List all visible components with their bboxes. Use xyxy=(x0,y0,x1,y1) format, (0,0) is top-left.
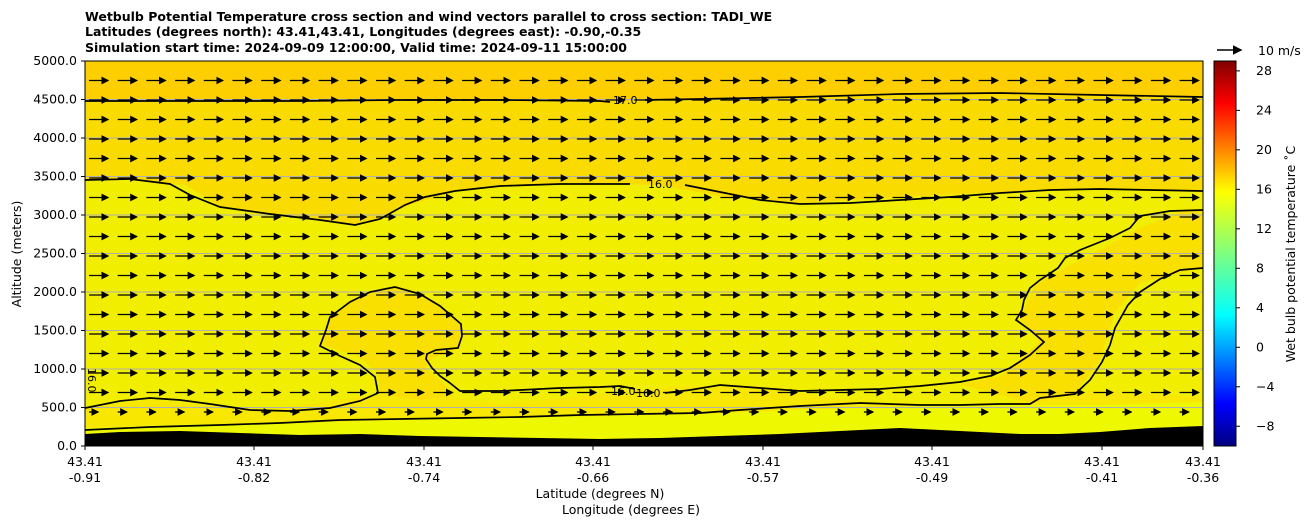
x-tick-label-lon: -0.49 xyxy=(916,470,948,485)
y-tick-label: 4500.0 xyxy=(33,92,77,107)
y-tick-label: 1000.0 xyxy=(33,361,77,376)
wind-vectors xyxy=(89,76,1200,416)
contour-16-blob-left xyxy=(85,286,636,412)
contour-17-top xyxy=(85,92,1203,103)
y-tick-label: 4000.0 xyxy=(33,130,77,145)
colorbar-tick-label: 0 xyxy=(1256,339,1264,354)
x-tick-label-lat: 43.41 xyxy=(236,454,272,469)
colorbar-tick-label: −8 xyxy=(1256,418,1274,433)
chart-title-line-2: Latitudes (degrees north): 43.41,43.41, … xyxy=(85,24,641,39)
x-tick-label-lat: 43.41 xyxy=(575,454,611,469)
x-axis-label-lat: Latitude (degrees N) xyxy=(536,486,665,501)
terrain xyxy=(85,426,1203,446)
colorbar-ticks: −8 −4 0 4 8 12 16 20 24 28 xyxy=(1236,63,1274,433)
y-tick-label: 2500.0 xyxy=(33,246,77,261)
x-axis: 43.41-0.9143.41-0.8243.41-0.7443.41-0.66… xyxy=(67,446,1221,485)
y-tick-label: 2000.0 xyxy=(33,284,77,299)
colorbar-tick-label: 28 xyxy=(1256,63,1272,78)
x-tick-label-lat: 43.41 xyxy=(1084,454,1120,469)
y-tick-label: 5000.0 xyxy=(33,53,77,68)
contour-16-right xyxy=(664,209,1203,394)
contour-label-16-d: 16.0 xyxy=(85,368,98,393)
x-tick-label-lon: -0.91 xyxy=(69,470,101,485)
x-tick-label-lon: -0.41 xyxy=(1086,470,1118,485)
colorbar-tick-label: −4 xyxy=(1256,379,1274,394)
x-tick-label-lon: -0.66 xyxy=(577,470,609,485)
x-tick-label-lat: 43.41 xyxy=(406,454,442,469)
wind-key-label: 10 m/s xyxy=(1258,43,1301,58)
colorbar-tick-label: 16 xyxy=(1256,181,1272,196)
colorbar-label: Wet bulb potential temperature ˚C xyxy=(1283,145,1298,362)
x-tick-label-lon: -0.74 xyxy=(408,470,440,485)
x-tick-label-lat: 43.41 xyxy=(1185,454,1221,469)
contour-lines xyxy=(85,92,1203,431)
contour-label-16-a: 16.0 xyxy=(648,178,673,191)
x-tick-label-lon: -0.57 xyxy=(747,470,779,485)
y-tick-label: 0.0 xyxy=(57,438,77,453)
y-tick-label: 500.0 xyxy=(41,400,77,415)
colorbar-tick-label: 24 xyxy=(1256,102,1272,117)
colorbar-tick-label: 4 xyxy=(1256,300,1264,315)
y-axis-label: Altitude (meters) xyxy=(9,201,24,308)
y-tick-label: 3500.0 xyxy=(33,169,77,184)
x-tick-label-lat: 43.41 xyxy=(745,454,781,469)
y-tick-label: 1500.0 xyxy=(33,323,77,338)
central-warm-blob xyxy=(322,287,462,400)
y-tick-label: 3000.0 xyxy=(33,207,77,222)
y-axis: 0.0 500.0 1000.0 1500.0 2000.0 2500.0 3000.0 35… xyxy=(33,53,85,453)
x-tick-label-lat: 43.41 xyxy=(914,454,950,469)
x-tick-label-lon: -0.36 xyxy=(1187,470,1219,485)
contour-label-16-c: 16.0 xyxy=(636,387,661,400)
chart-title-line-3: Simulation start time: 2024-09-09 12:00:… xyxy=(85,40,627,55)
colorbar-tick-label: 20 xyxy=(1256,142,1272,157)
contour-label-16-b: 16.0 xyxy=(611,385,636,398)
contour-16-right-inner xyxy=(85,267,1203,431)
x-tick-label-lat: 43.41 xyxy=(67,454,103,469)
grid-lines xyxy=(85,61,1203,446)
colorbar-tick-label: 12 xyxy=(1256,221,1272,236)
x-tick-label-lon: -0.82 xyxy=(238,470,270,485)
chart-title-line-1: Wetbulb Potential Temperature cross sect… xyxy=(85,9,772,25)
colorbar-tick-label: 8 xyxy=(1256,260,1264,275)
x-axis-label-lon: Longitude (degrees E) xyxy=(562,502,700,517)
colorbar xyxy=(1213,60,1237,447)
contour-label-17: 17.0 xyxy=(613,94,638,107)
plot-area: 17.0 16.0 16.0 16.0 16.0 xyxy=(85,61,1203,446)
contour-labels: 17.0 16.0 16.0 16.0 16.0 xyxy=(85,94,673,400)
contour-16-upper xyxy=(85,178,1203,226)
